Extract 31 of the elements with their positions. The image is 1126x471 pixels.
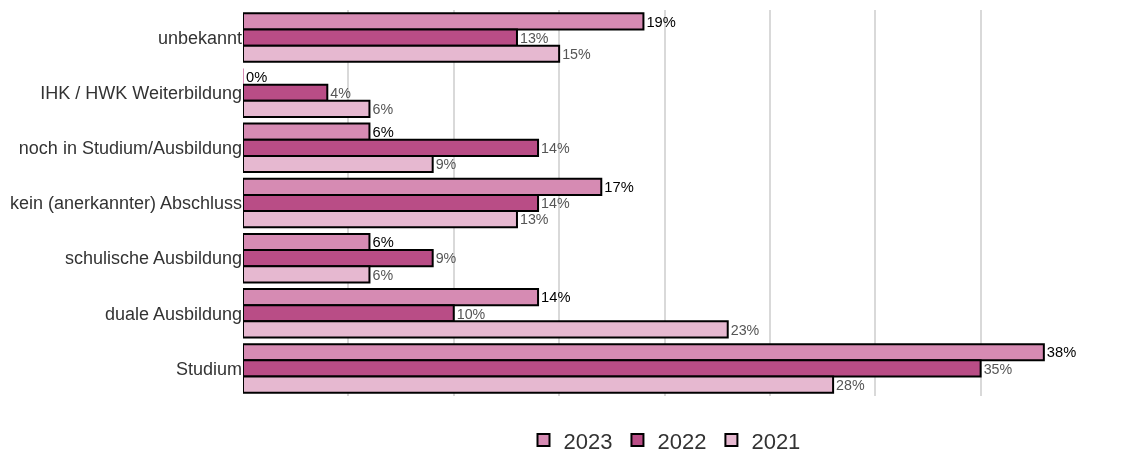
- data-label: 28%: [836, 376, 865, 393]
- data-label: 6%: [372, 234, 394, 251]
- data-label: 38%: [1046, 344, 1077, 361]
- data-label: 35%: [983, 360, 1013, 377]
- data-label: 6%: [372, 101, 394, 118]
- data-label: 15%: [562, 45, 591, 62]
- data-label: 0%: [246, 68, 268, 85]
- y-tick-label: unbekannt: [157, 27, 242, 48]
- y-tick-label: duale Ausbildung: [104, 303, 242, 324]
- data-label: 14%: [541, 195, 570, 212]
- legend-label: 2022: [657, 428, 707, 454]
- y-tick-label: noch in Studium/Ausbildung: [18, 138, 242, 159]
- data-label: 19%: [646, 13, 676, 30]
- legend-label: 2021: [751, 428, 801, 454]
- y-tick-label: schulische Ausbildung: [64, 248, 242, 269]
- y-tick-label: kein (anerkannter) Abschluss: [9, 193, 242, 214]
- data-label: 6%: [372, 123, 394, 140]
- y-tick-label: Studium: [175, 358, 242, 379]
- data-label: 9%: [435, 156, 457, 173]
- data-label: 6%: [372, 266, 394, 283]
- data-label: 14%: [541, 289, 571, 306]
- y-tick-label: IHK / HWK Weiterbildung: [40, 83, 242, 104]
- data-label: 10%: [456, 305, 486, 322]
- data-label: 17%: [604, 178, 634, 195]
- data-label: 23%: [730, 321, 760, 338]
- legend-label: 2023: [563, 428, 613, 454]
- data-label: 9%: [435, 250, 457, 267]
- data-label: 14%: [541, 140, 570, 157]
- data-label: 13%: [519, 211, 549, 228]
- data-label: 4%: [330, 84, 352, 101]
- data-label: 13%: [519, 29, 549, 46]
